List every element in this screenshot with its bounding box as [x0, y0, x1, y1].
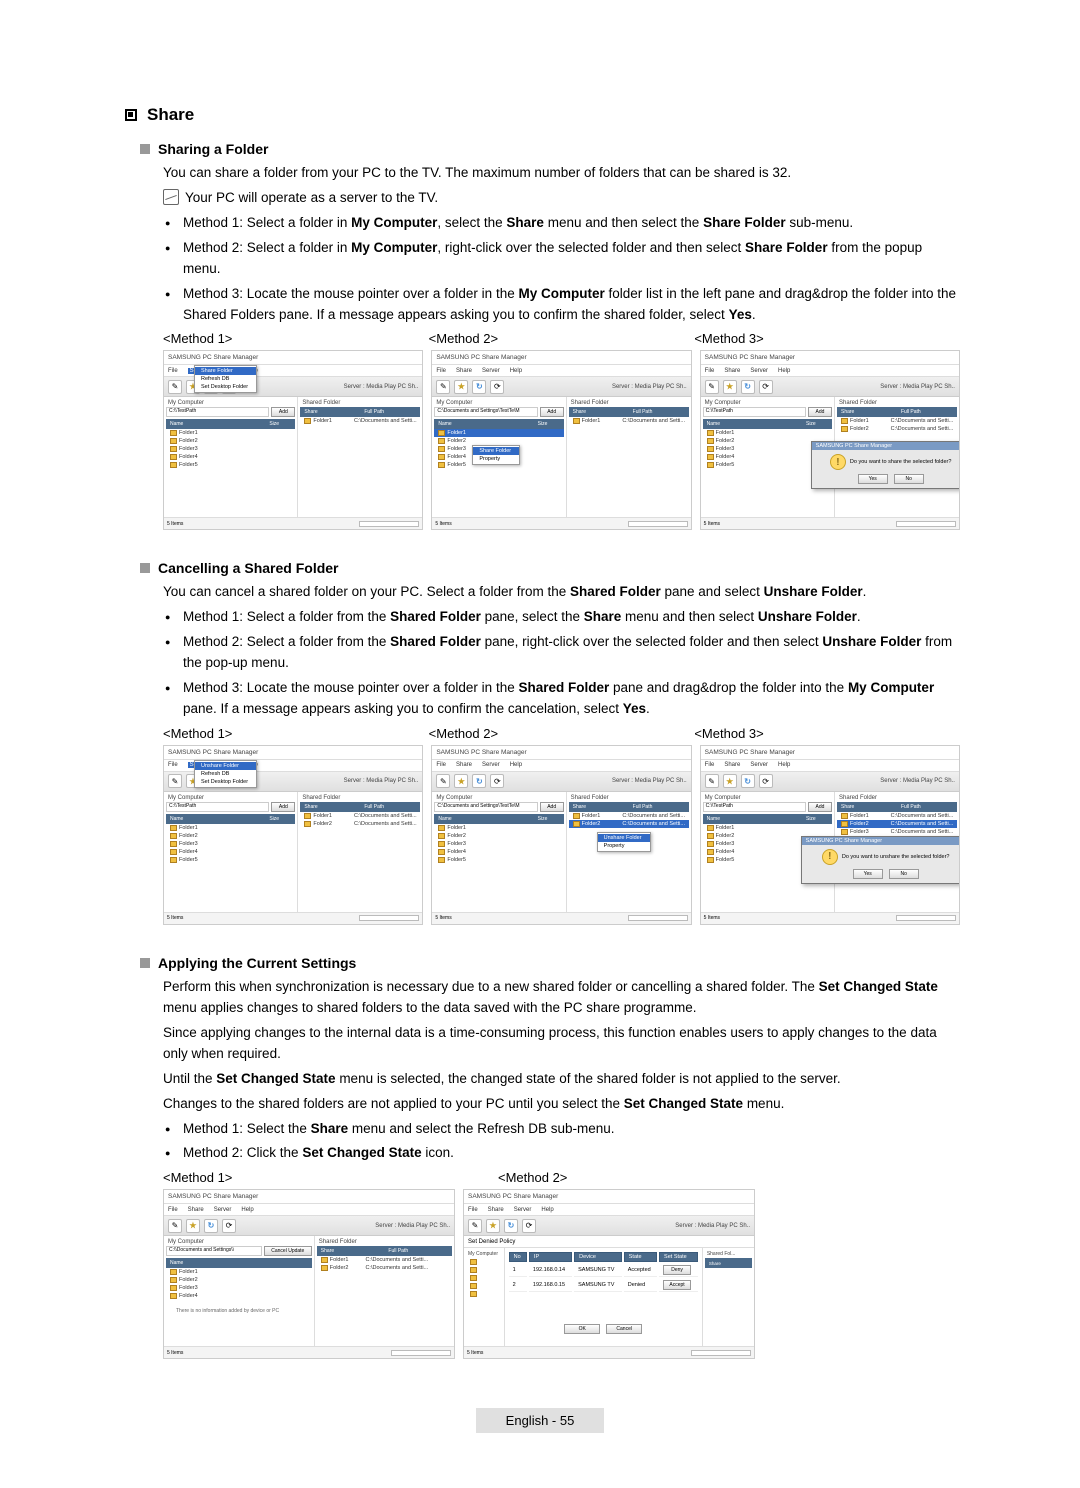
add-button[interactable]: Add: [271, 407, 295, 417]
cancelling-method-2: Method 2: Select a folder from the Share…: [163, 632, 960, 674]
ctx-unshare[interactable]: Unshare Folder: [598, 834, 650, 842]
sub-bullet-icon: [140, 958, 150, 968]
ctx-property-2[interactable]: Property: [598, 842, 650, 850]
cancelling-methods: Method 1: Select a folder from the Share…: [163, 607, 960, 720]
section-header: Share: [125, 105, 960, 125]
sharing-note: Your PC will operate as a server to the …: [185, 188, 438, 209]
screenshot-apply-m2: SAMSUNG PC Share Manager FileShareServer…: [463, 1189, 755, 1359]
applying-p1: Perform this when synchronization is nec…: [163, 977, 960, 1019]
ok-button[interactable]: OK: [564, 1324, 600, 1334]
cancelling-block: Cancelling a Shared Folder You can cance…: [125, 560, 960, 925]
context-menu-unshare: Unshare Folder Property: [597, 832, 651, 852]
screenshot-cancel-m3: SAMSUNG PC Share Manager FileShareServer…: [700, 745, 960, 925]
sharing-method-1: Method 1: Select a folder in My Computer…: [163, 213, 960, 234]
applying-method-labels: <Method 1> <Method 2>: [163, 1170, 960, 1185]
sharing-intro: You can share a folder from your PC to t…: [163, 163, 960, 184]
method-label-3: <Method 3>: [694, 331, 960, 346]
table-row: 1 192.168.0.14 SAMSUNG TV Accepted Deny: [509, 1264, 698, 1277]
applying-methods: Method 1: Select the Share menu and sele…: [163, 1119, 960, 1165]
ctx-share-folder[interactable]: Share Folder: [473, 447, 519, 455]
sharing-heading: Sharing a Folder: [158, 141, 268, 157]
cancelling-method-labels: <Method 1> <Method 2> <Method 3>: [163, 726, 960, 741]
policy-bar: Set Denied Policy: [464, 1236, 754, 1248]
progress-bar: [359, 521, 419, 527]
cancelling-heading: Cancelling a Shared Folder: [158, 560, 339, 576]
ss-title: SAMSUNG PC Share Manager: [168, 354, 258, 361]
applying-heading: Applying the Current Settings: [158, 955, 356, 971]
cancelling-method-1: Method 1: Select a folder from the Share…: [163, 607, 960, 628]
warning-icon: !: [830, 454, 846, 470]
sharing-block: Sharing a Folder You can share a folder …: [125, 141, 960, 530]
submenu-unshare[interactable]: Unshare Folder: [195, 762, 256, 770]
sharing-method-2: Method 2: Select a folder in My Computer…: [163, 238, 960, 280]
accept-button[interactable]: Accept: [663, 1280, 691, 1290]
col-share: Share: [300, 407, 360, 417]
cancel-button[interactable]: Cancel: [606, 1324, 642, 1334]
cancelling-screenshots: SAMSUNG PC Share Manager File Share Serv…: [163, 745, 960, 925]
sharing-screenshots: SAMSUNG PC Share Manager File Share Serv…: [163, 350, 960, 530]
screenshot-cancel-m2: SAMSUNG PC Share Manager FileShareServer…: [431, 745, 691, 925]
page-footer: English - 55: [0, 1408, 1080, 1433]
yes-button[interactable]: Yes: [858, 474, 888, 484]
dlg-msg: Do you want to share the selected folder…: [850, 459, 952, 465]
share-submenu-cancel: Unshare Folder Refresh DB Set Desktop Fo…: [194, 760, 257, 788]
submenu-desktop[interactable]: Set Desktop Folder: [195, 383, 256, 391]
sharedfolder-label: Shared Folder: [300, 399, 420, 407]
server-label: Server : Media Play PC Sh..: [344, 384, 419, 390]
confirm-dialog: SAMSUNG PC Share Manager ! Do you want t…: [811, 441, 960, 489]
sharing-method-labels: <Method 1> <Method 2> <Method 3>: [163, 331, 960, 346]
applying-method-2: Method 2: Click the Set Changed State ic…: [163, 1143, 960, 1164]
section-bullet-icon: [125, 109, 137, 121]
cancelling-heading-row: Cancelling a Shared Folder: [140, 560, 960, 576]
sub-bullet-icon: [140, 144, 150, 154]
policy-table: No IP Device State Set State 1 192.168.0…: [507, 1250, 700, 1294]
screenshot-share-m1: SAMSUNG PC Share Manager File Share Serv…: [163, 350, 423, 530]
footer-text: English - 55: [476, 1408, 605, 1433]
note-icon: [163, 189, 179, 205]
col-size: Size: [265, 419, 295, 429]
method-label-1: <Method 1>: [163, 331, 429, 346]
method-label-2: <Method 2>: [429, 331, 695, 346]
applying-heading-row: Applying the Current Settings: [140, 955, 960, 971]
path-input[interactable]: C:\\TestPath: [166, 407, 269, 417]
no-button[interactable]: No: [894, 474, 924, 484]
sharing-methods: Method 1: Select a folder in My Computer…: [163, 213, 960, 326]
col-name: Name: [166, 419, 265, 429]
screenshot-share-m2: SAMSUNG PC Share Manager File Share Serv…: [431, 350, 691, 530]
deny-button[interactable]: Deny: [663, 1265, 691, 1275]
warning-icon: !: [822, 849, 838, 865]
submenu-share-folder[interactable]: Share Folder: [195, 367, 256, 375]
sharing-heading-row: Sharing a Folder: [140, 141, 960, 157]
applying-p4: Changes to the shared folders are not ap…: [163, 1094, 960, 1115]
applying-screenshots: SAMSUNG PC Share Manager FileShareServer…: [163, 1189, 960, 1359]
menu-file[interactable]: File: [168, 368, 178, 374]
applying-method-1: Method 1: Select the Share menu and sele…: [163, 1119, 960, 1140]
cancelling-method-3: Method 3: Locate the mouse pointer over …: [163, 678, 960, 720]
yes-button-2[interactable]: Yes: [853, 869, 883, 879]
screenshot-share-m3: SAMSUNG PC Share Manager File Share Serv…: [700, 350, 960, 530]
no-button-2[interactable]: No: [889, 869, 919, 879]
submenu-refresh[interactable]: Refresh DB: [195, 375, 256, 383]
ctx-property[interactable]: Property: [473, 455, 519, 463]
section-title: Share: [147, 105, 194, 125]
col-fullpath: Full Path: [360, 407, 420, 417]
table-row: 2 192.168.0.15 SAMSUNG TV Denied Accept: [509, 1279, 698, 1292]
tool-icon-1[interactable]: ✎: [168, 380, 182, 394]
applying-block: Applying the Current Settings Perform th…: [125, 955, 960, 1359]
share-submenu: Share Folder Refresh DB Set Desktop Fold…: [194, 365, 257, 393]
applying-p2: Since applying changes to the internal d…: [163, 1023, 960, 1065]
confirm-unshare-dialog: SAMSUNG PC Share Manager ! Do you want t…: [801, 836, 960, 884]
applying-p3: Until the Set Changed State menu is sele…: [163, 1069, 960, 1090]
screenshot-apply-m1: SAMSUNG PC Share Manager FileShareServer…: [163, 1189, 455, 1359]
cancelling-intro: You can cancel a shared folder on your P…: [163, 582, 960, 603]
page-content: Share Sharing a Folder You can share a f…: [0, 0, 1080, 1429]
screenshot-cancel-m1: SAMSUNG PC Share Manager File Share Serv…: [163, 745, 423, 925]
context-menu: Share Folder Property: [472, 445, 520, 465]
mycomputer-label: My Computer: [166, 399, 295, 407]
sub-bullet-icon: [140, 563, 150, 573]
sharing-note-row: Your PC will operate as a server to the …: [163, 188, 960, 209]
sharing-method-3: Method 3: Locate the mouse pointer over …: [163, 284, 960, 326]
